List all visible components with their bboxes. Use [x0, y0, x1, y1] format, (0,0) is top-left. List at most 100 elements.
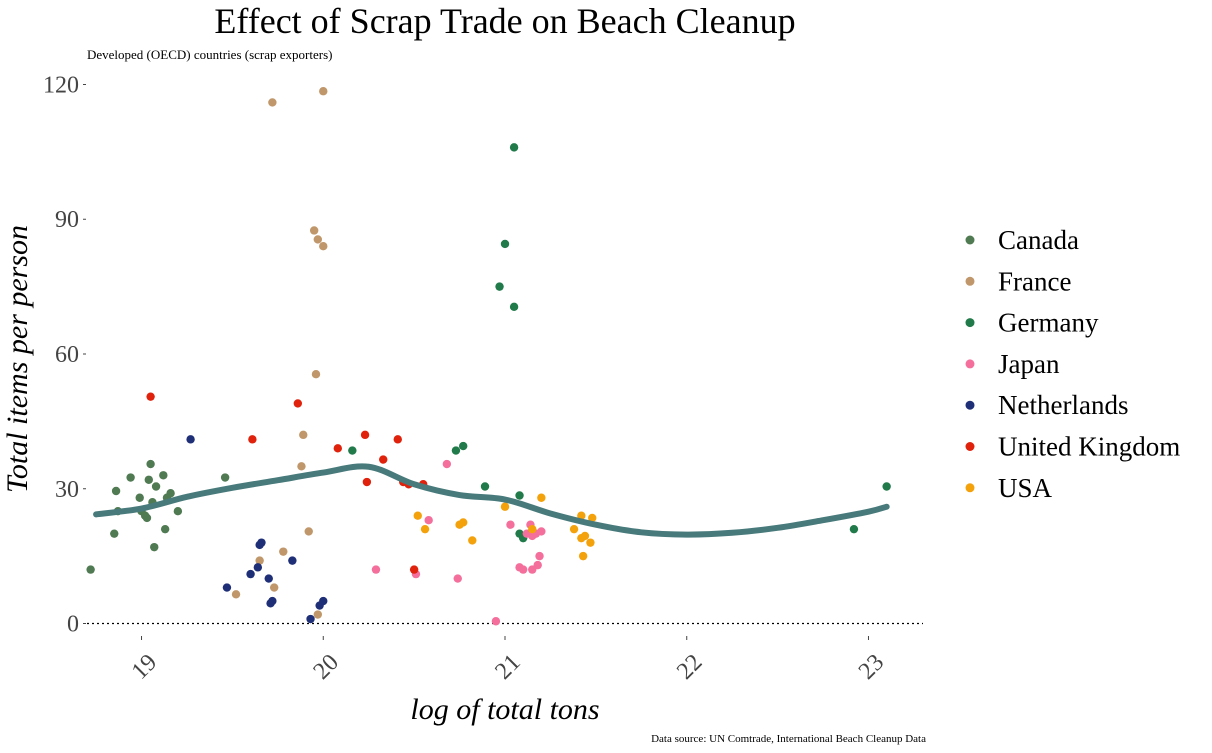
data-point-canada: [160, 524, 170, 534]
data-point-united-kingdom: [333, 444, 342, 453]
legend-label: Japan: [998, 349, 1060, 379]
chart-subtitle: Developed (OECD) countries (scrap export…: [87, 47, 332, 62]
data-point-germany: [509, 302, 519, 312]
data-point-japan: [533, 560, 542, 570]
legend-item-germany: Germany: [965, 308, 1099, 338]
data-point-usa: [577, 511, 586, 520]
y-tick-label: 120: [43, 72, 79, 98]
data-point-netherlands: [222, 583, 232, 592]
data-point-germany: [451, 446, 461, 455]
data-point-canada: [159, 471, 168, 480]
data-point-france: [313, 235, 323, 244]
legend-label: Germany: [998, 308, 1099, 338]
scatter-points: [86, 87, 891, 626]
y-axis-title: Total items per person: [1, 225, 34, 493]
data-point-netherlands: [246, 569, 255, 579]
data-point-netherlands: [257, 538, 266, 547]
data-point-netherlands: [264, 574, 273, 583]
legend-key: [965, 276, 975, 286]
smooth-trend-line: [93, 463, 890, 538]
legend-key: [965, 442, 975, 451]
data-point-canada: [111, 486, 121, 496]
data-point-japan: [424, 515, 433, 525]
data-point-usa: [500, 502, 510, 511]
data-point-france: [299, 430, 308, 440]
legend-label: United Kingdom: [998, 432, 1180, 462]
data-point-germany: [500, 239, 510, 249]
legend-label: USA: [998, 473, 1053, 503]
data-point-canada: [166, 489, 175, 498]
data-point-canada: [142, 513, 152, 523]
legend-item-france: France: [965, 266, 1071, 296]
data-point-france: [297, 462, 306, 471]
legend-item-united-kingdom: United Kingdom: [965, 432, 1180, 462]
y-tick-label: 90: [55, 207, 79, 233]
data-point-netherlands: [319, 596, 328, 606]
data-point-japan: [442, 459, 452, 469]
x-tick-label: 21: [490, 649, 525, 684]
y-axis: 0 30 60 90 120: [43, 72, 86, 638]
data-point-united-kingdom: [146, 392, 155, 401]
data-point-usa: [459, 518, 468, 527]
legend-key: [965, 318, 975, 328]
legend-item-japan: Japan: [965, 349, 1060, 379]
x-tick-label: 22: [672, 649, 707, 684]
data-point-usa: [586, 538, 595, 547]
data-point-netherlands: [253, 563, 263, 572]
data-point-france: [309, 226, 319, 235]
data-point-united-kingdom: [393, 435, 402, 444]
data-point-japan: [537, 527, 546, 536]
data-point-france: [319, 87, 328, 96]
legend-key: [965, 483, 975, 493]
data-point-usa: [528, 524, 537, 534]
data-point-germany: [509, 143, 519, 152]
data-point-usa: [468, 536, 477, 545]
data-point-usa: [413, 511, 422, 520]
data-point-canada: [144, 475, 153, 484]
legend-key: [965, 400, 975, 410]
y-tick-label: 60: [55, 342, 79, 368]
legend-label: France: [998, 266, 1071, 296]
data-point-germany: [495, 282, 504, 291]
data-point-france: [319, 241, 328, 251]
data-point-united-kingdom: [379, 455, 388, 464]
data-point-germany: [515, 491, 524, 500]
data-point-netherlands: [186, 435, 195, 444]
data-point-canada: [126, 473, 135, 482]
legend-item-canada: Canada: [965, 225, 1079, 255]
data-point-germany: [480, 482, 490, 491]
data-point-canada: [220, 473, 230, 482]
data-point-united-kingdom: [248, 435, 257, 444]
chart-caption: Data source: UN Comtrade, International …: [651, 733, 926, 745]
data-point-france: [313, 610, 323, 619]
data-point-usa: [537, 493, 546, 502]
data-point-germany: [882, 482, 891, 491]
legend-item-netherlands: Netherlands: [965, 390, 1128, 420]
data-point-canada: [173, 507, 183, 516]
data-point-united-kingdom: [360, 430, 370, 440]
data-point-germany: [849, 524, 859, 534]
chart-title: Effect of Scrap Trade on Beach Cleanup: [214, 1, 795, 41]
legend-label: Canada: [998, 225, 1079, 255]
data-point-france: [231, 590, 241, 599]
data-point-japan: [518, 565, 528, 574]
legend-key: [965, 359, 975, 369]
x-tick-label: 20: [309, 649, 344, 684]
data-point-canada: [135, 493, 144, 502]
y-tick-label: 30: [55, 477, 79, 503]
data-point-canada: [110, 529, 119, 538]
data-point-japan: [535, 551, 544, 561]
data-point-usa: [578, 551, 588, 561]
data-point-united-kingdom: [409, 565, 419, 574]
data-point-netherlands: [288, 556, 297, 565]
legend-item-usa: USA: [965, 473, 1053, 503]
data-point-netherlands: [306, 614, 315, 624]
data-point-usa: [569, 524, 579, 534]
data-point-united-kingdom: [362, 477, 372, 487]
x-tick-label: 19: [127, 649, 162, 684]
x-axis-title: log of total tons: [410, 693, 599, 726]
data-point-germany: [348, 446, 357, 455]
data-point-japan: [453, 574, 462, 583]
legend-key: [965, 235, 975, 245]
